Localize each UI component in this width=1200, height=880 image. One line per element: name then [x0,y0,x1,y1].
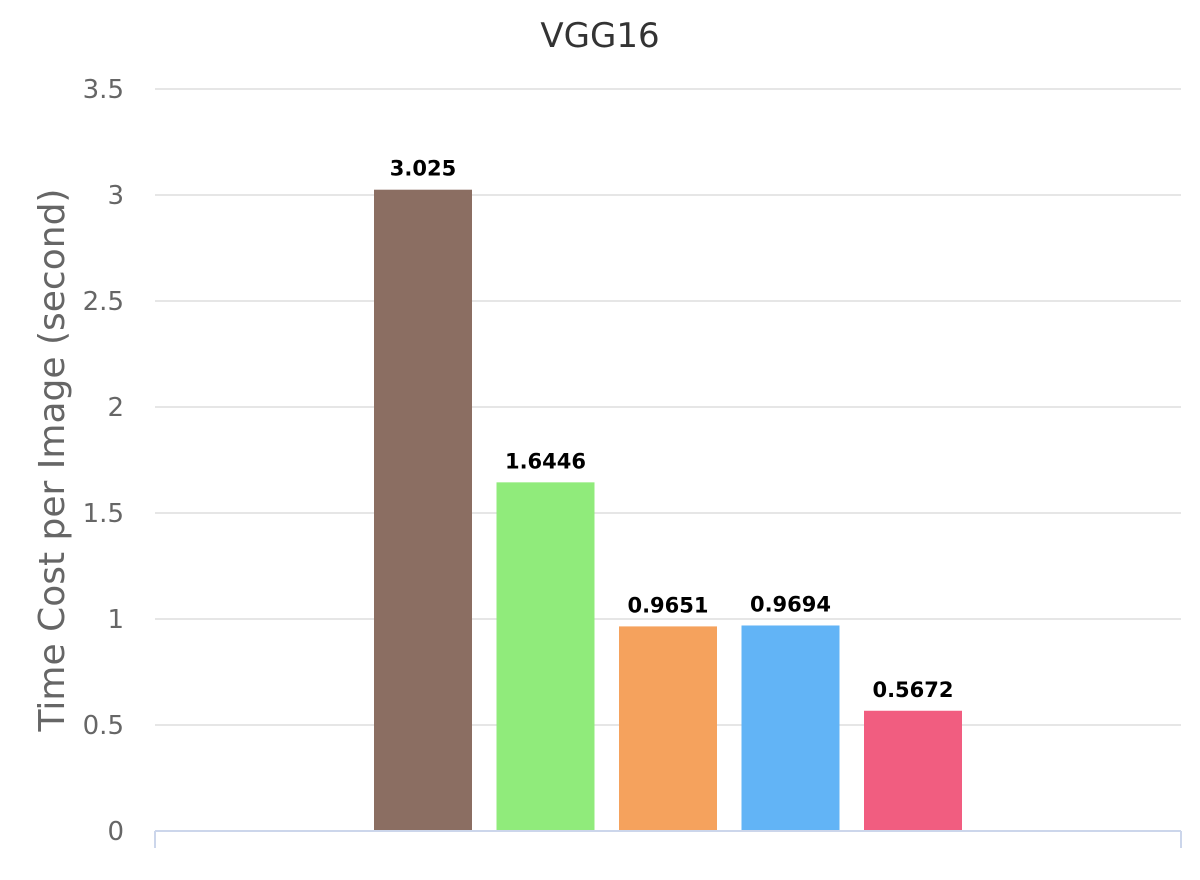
y-tick-label: 1.5 [83,499,124,529]
data-labels: 3.025 1.6446 0.9651 0.9694 0.5672 [390,157,954,702]
bar [496,482,595,831]
bar-data-label: 1.6446 [505,449,586,473]
y-tick-label: 3 [107,181,124,211]
bar [864,710,962,831]
bar [741,625,840,831]
y-tick-label: 0.5 [83,711,124,741]
bar [374,189,472,831]
bar-data-label: 0.5672 [872,678,953,702]
gridlines [155,88,1181,726]
y-tick-label: 1 [107,605,124,635]
chart-title: VGG16 [540,16,659,56]
bar [619,626,717,831]
y-axis-ticks: 0 0.5 1 1.5 2 2.5 3 3.5 [83,75,124,847]
y-tick-label: 2 [107,393,124,423]
y-tick-label: 3.5 [83,75,124,105]
y-tick-label: 2.5 [83,287,124,317]
bar-data-label: 0.9694 [750,592,831,616]
y-tick-label: 0 [107,817,124,847]
bar-data-label: 3.025 [390,157,456,181]
y-axis-label: Time Cost per Image (second) [32,189,73,733]
bars [374,189,962,831]
bar-data-label: 0.9651 [627,593,708,617]
